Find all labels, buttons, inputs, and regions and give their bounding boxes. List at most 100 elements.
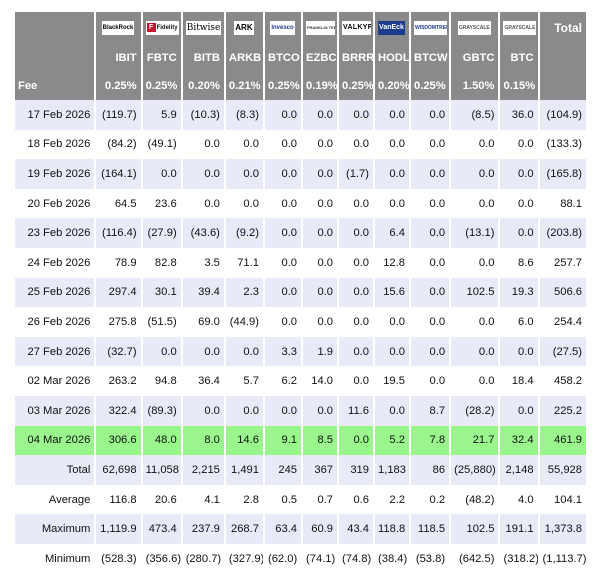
flow-cell: 94.8 — [142, 366, 181, 396]
flow-cell: 0.0 — [451, 159, 499, 189]
flow-cell: 6.4 — [375, 218, 409, 248]
ticker-btcw: BTCW — [410, 43, 450, 72]
flow-cell: 36.4 — [182, 366, 224, 396]
table-row: 26 Feb 2026 275.8 (51.5) 69.0 (44.9) 0.0 0.0 0.… — [15, 307, 586, 337]
flow-cell: 0.0 — [303, 129, 338, 160]
flow-cell: 39.4 — [182, 277, 224, 308]
flow-cell: (49.1) — [142, 129, 181, 160]
row-total: 254.4 — [539, 307, 586, 337]
summary-cell: (62.0) — [264, 543, 302, 574]
flow-cell: 0.0 — [264, 307, 302, 337]
flow-cell: 0.0 — [375, 188, 409, 219]
flow-cell: 6.0 — [500, 307, 538, 337]
row-total: 506.6 — [539, 277, 586, 308]
valkyrie-logo-icon: VALKYRIE — [342, 20, 371, 35]
summary-cell: 63.4 — [264, 514, 302, 544]
row-date: 02 Mar 2026 — [15, 366, 95, 396]
row-date: 18 Feb 2026 — [15, 129, 95, 160]
logo-cell-brrr: VALKYRIE — [339, 12, 373, 43]
flow-cell: 0.0 — [500, 336, 538, 367]
flow-cell: 0.0 — [303, 395, 338, 426]
flow-cell: 0.0 — [500, 129, 538, 160]
summary-cell: 237.9 — [182, 514, 224, 544]
summary-cell: 4.1 — [182, 484, 224, 515]
ticker-btco: BTCO — [264, 43, 302, 72]
logo-cell-arkb: ARK — [225, 12, 263, 43]
flow-cell: (8.3) — [225, 100, 263, 130]
row-date: 19 Feb 2026 — [15, 159, 95, 189]
summary-cell: (327.9) — [225, 543, 263, 574]
flow-cell: 306.6 — [96, 425, 141, 456]
flow-cell: (27.9) — [142, 218, 181, 248]
flow-cell: 0.0 — [339, 218, 373, 248]
table-row: 25 Feb 2026 297.4 30.1 39.4 2.3 0.0 0.0 0.0 15.6… — [15, 277, 586, 308]
flow-cell: 263.2 — [96, 366, 141, 396]
flow-cell: (28.2) — [451, 395, 499, 426]
flow-cell: 48.0 — [142, 425, 181, 456]
summary-cell: 11,058 — [142, 455, 181, 485]
summary-cell: (356.6) — [142, 543, 181, 574]
row-date: 25 Feb 2026 — [15, 277, 95, 308]
fidelity-logo-icon: F Fidelity — [145, 20, 179, 35]
table-row: 17 Feb 2026 (119.7) 5.9 (10.3) (8.3) 0.0 0.0 0.… — [15, 100, 586, 130]
flow-cell: (8.5) — [451, 100, 499, 130]
summary-cell: (74.1) — [303, 543, 338, 574]
fidelity-mark-icon: F — [146, 22, 156, 32]
flow-cell: 0.0 — [375, 395, 409, 426]
flow-cell: 8.7 — [410, 395, 450, 426]
flow-cell: 0.0 — [303, 159, 338, 189]
invesco-logo-icon: Invesco — [270, 20, 295, 35]
flow-cell: 0.0 — [264, 277, 302, 308]
flow-cell: (51.5) — [142, 307, 181, 337]
flow-cell: 5.9 — [142, 100, 181, 130]
flow-cell: 0.0 — [225, 336, 263, 367]
summary-cell: (74.8) — [339, 543, 373, 574]
summary-row: Maximum 1,119.9 473.4 237.9 268.7 63.4 60.9 43.… — [15, 514, 586, 544]
ticker-btc: BTC — [500, 43, 538, 72]
flow-cell: 0.0 — [303, 307, 338, 337]
flow-cell: (119.7) — [96, 100, 141, 130]
flow-cell: 82.8 — [142, 247, 181, 278]
flow-cell: 0.0 — [339, 336, 373, 367]
flow-cell: 0.0 — [451, 366, 499, 396]
ark-logo-icon: ARK — [234, 20, 254, 35]
summary-cell: (48.2) — [451, 484, 499, 515]
summary-cell: 2.8 — [225, 484, 263, 515]
ticker-brrr: BRRR — [339, 43, 373, 72]
logo-row: BlackRock F Fidelity Bitwise ARK Invesco … — [15, 12, 586, 43]
flow-cell: 0.0 — [142, 159, 181, 189]
flow-cell: 0.0 — [303, 100, 338, 130]
flow-cell: 0.0 — [303, 277, 338, 308]
summary-total: 55,928 — [539, 455, 586, 485]
flow-cell: 322.4 — [96, 395, 141, 426]
table-body: 17 Feb 2026 (119.7) 5.9 (10.3) (8.3) 0.0 0.0 0.… — [15, 100, 586, 574]
row-total: 458.2 — [539, 366, 586, 396]
flow-cell: 275.8 — [96, 307, 141, 337]
ticker-bitb: BITB — [182, 43, 224, 72]
flow-cell: 0.0 — [410, 129, 450, 160]
flow-cell: 11.6 — [339, 395, 373, 426]
summary-cell: 20.6 — [142, 484, 181, 515]
summary-cell: 102.5 — [451, 514, 499, 544]
flow-cell: 0.0 — [182, 188, 224, 219]
flow-cell: 0.0 — [339, 129, 373, 160]
row-date: 04 Mar 2026 — [15, 425, 95, 456]
fee-total-blank — [539, 72, 586, 100]
row-date: 26 Feb 2026 — [15, 307, 95, 337]
flow-cell: 102.5 — [451, 277, 499, 308]
summary-cell: 245 — [264, 455, 302, 485]
flow-cell: 3.5 — [182, 247, 224, 278]
flow-cell: 0.0 — [182, 395, 224, 426]
flow-cell: 0.0 — [339, 247, 373, 278]
summary-cell: 4.0 — [500, 484, 538, 515]
flow-cell: 0.0 — [451, 247, 499, 278]
summary-cell: (528.3) — [96, 543, 141, 574]
flow-cell: 71.1 — [225, 247, 263, 278]
flow-cell: 0.0 — [500, 188, 538, 219]
ticker-fbtc: FBTC — [142, 43, 181, 72]
flow-cell: 15.6 — [375, 277, 409, 308]
summary-cell: (38.4) — [375, 543, 409, 574]
summary-cell: 2,148 — [500, 455, 538, 485]
flow-cell: 0.0 — [182, 336, 224, 367]
flow-cell: 0.0 — [339, 277, 373, 308]
